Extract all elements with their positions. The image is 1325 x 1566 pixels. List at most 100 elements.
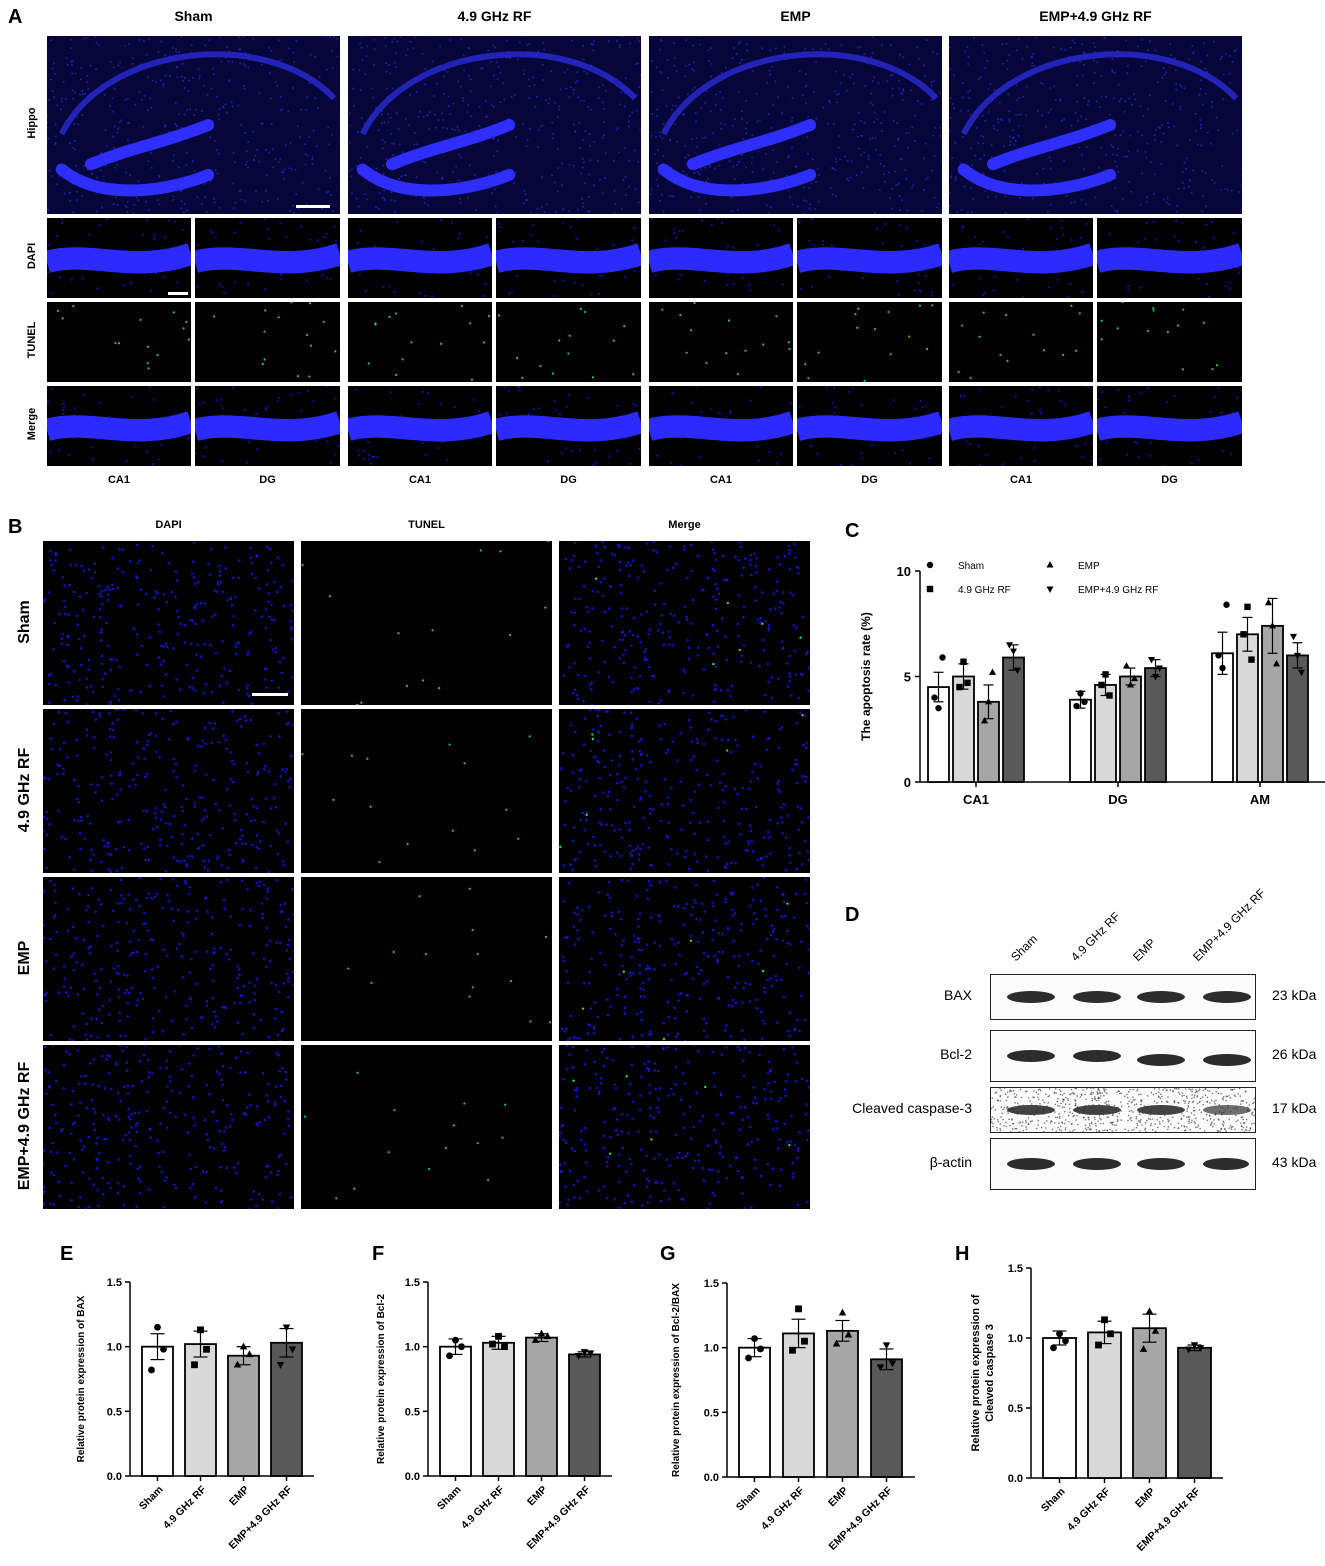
- y-tick-label: 0.0: [704, 1472, 719, 1484]
- panel-label-e: E: [60, 1243, 74, 1265]
- ca1-label: CA1: [107, 474, 130, 486]
- legend-marker: [926, 561, 934, 569]
- x-tick-label: EMP: [525, 1484, 550, 1509]
- data-point: [1244, 603, 1251, 611]
- western-blot-strip: [990, 1030, 1256, 1082]
- legend-marker: [1046, 586, 1054, 593]
- hippocampus-micrograph: [949, 36, 1242, 214]
- panel-b-micrograph: [559, 541, 810, 705]
- data-point: [1240, 631, 1247, 638]
- data-point: [148, 1366, 155, 1374]
- data-point: [203, 1345, 210, 1353]
- western-blot-strip: [990, 1138, 1256, 1190]
- data-point: [1073, 702, 1080, 710]
- panel-b-micrograph: [301, 541, 552, 705]
- dg-label: DG: [259, 474, 276, 486]
- y-tick-label: 0.5: [107, 1406, 122, 1418]
- data-point: [1248, 656, 1255, 663]
- dg-micrograph: [1097, 386, 1242, 466]
- y-tick-label: 0: [904, 775, 911, 790]
- data-point: [1062, 1337, 1069, 1345]
- data-point: [1126, 681, 1135, 688]
- chart-f: Relative protein expression of Bcl-2 0.0 0…: [376, 1277, 612, 1552]
- y-tick-label: 10: [897, 564, 911, 579]
- panel-b-row-label: Sham: [16, 600, 33, 644]
- data-point: [458, 1343, 465, 1351]
- data-point: [446, 1352, 453, 1360]
- y-tick-label: 0.0: [405, 1471, 420, 1483]
- bar: [141, 1345, 174, 1477]
- data-point: [1130, 674, 1139, 682]
- dg-micrograph: [195, 218, 340, 298]
- bar: [1132, 1327, 1167, 1479]
- data-point: [160, 1345, 167, 1353]
- ca1-micrograph: [649, 218, 793, 298]
- data-point: [1297, 669, 1306, 677]
- ca1-micrograph: [47, 218, 191, 298]
- bar: [870, 1358, 903, 1478]
- chart-c: The apoptosis rate (%) 0 5 10 CA1 DG AM Sham 4.9…: [859, 561, 1325, 807]
- x-tick-label: Sham: [1039, 1486, 1068, 1515]
- panel-label-b: B: [8, 516, 23, 538]
- data-point: [1184, 1346, 1193, 1354]
- bar: [227, 1354, 260, 1477]
- y-tick-label: 0.0: [1008, 1473, 1023, 1485]
- y-tick-label: 5: [904, 670, 911, 685]
- hippocampus-micrograph: [649, 36, 942, 214]
- blot-protein-label: Bcl-2: [940, 1046, 972, 1062]
- data-point: [1050, 1344, 1057, 1352]
- bar: [782, 1332, 815, 1478]
- data-point: [1005, 642, 1014, 649]
- data-point: [745, 1354, 752, 1362]
- data-point: [1272, 660, 1281, 667]
- data-point: [882, 1342, 891, 1350]
- panel-b-micrograph: [43, 877, 294, 1041]
- y-tick-label: 1.5: [405, 1277, 420, 1289]
- bar: [1002, 656, 1025, 783]
- data-point: [239, 1342, 248, 1350]
- panel-a-row-label: Merge: [26, 407, 38, 441]
- x-tick-label: Sham: [137, 1484, 166, 1513]
- bar: [525, 1336, 558, 1477]
- dg-label: DG: [1161, 474, 1178, 486]
- panel-label-c: C: [845, 520, 860, 542]
- data-point: [876, 1364, 885, 1372]
- bar: [1286, 654, 1309, 783]
- blot-size-label: 17 kDa: [1272, 1100, 1317, 1116]
- x-tick-label: Sham: [734, 1485, 763, 1514]
- data-point: [1077, 690, 1084, 697]
- data-point: [1081, 698, 1088, 706]
- blot-size-label: 26 kDa: [1272, 1046, 1317, 1062]
- panel-b-column-title: DAPI: [155, 519, 182, 531]
- dg-micrograph: [1097, 218, 1242, 298]
- data-point: [956, 683, 963, 691]
- data-point: [543, 1332, 552, 1340]
- y-tick-label: 0.5: [1008, 1403, 1023, 1415]
- bar: [482, 1341, 515, 1477]
- data-point: [789, 1346, 796, 1354]
- data-point: [537, 1329, 546, 1337]
- panel-b-micrograph: [301, 709, 552, 873]
- data-point: [531, 1336, 540, 1343]
- data-point: [1151, 1326, 1160, 1334]
- data-point: [1106, 692, 1113, 699]
- dg-micrograph: [496, 386, 641, 466]
- ca1-micrograph: [348, 386, 492, 466]
- y-tick-label: 1.0: [704, 1343, 719, 1355]
- bar: [952, 675, 975, 783]
- legend-label: Sham: [958, 561, 984, 572]
- panel-b-column-title: TUNEL: [408, 519, 445, 531]
- y-axis-label: Cleaved caspase 3: [984, 1324, 996, 1422]
- panel-b-micrograph: [559, 709, 810, 873]
- y-tick-label: 1.5: [704, 1278, 719, 1290]
- legend-label: 4.9 GHz RF: [958, 585, 1011, 596]
- dg-micrograph: [195, 386, 340, 466]
- data-point: [276, 1362, 285, 1369]
- y-axis-label: Relative protein expression of: [970, 1294, 982, 1451]
- panel-b-row-label: 4.9 GHz RF: [16, 747, 33, 833]
- bar: [826, 1329, 859, 1478]
- panel-b-micrograph: [43, 541, 294, 705]
- panel-label-f: F: [372, 1243, 385, 1265]
- y-tick-label: 1.0: [107, 1342, 122, 1354]
- data-point: [1107, 1330, 1114, 1338]
